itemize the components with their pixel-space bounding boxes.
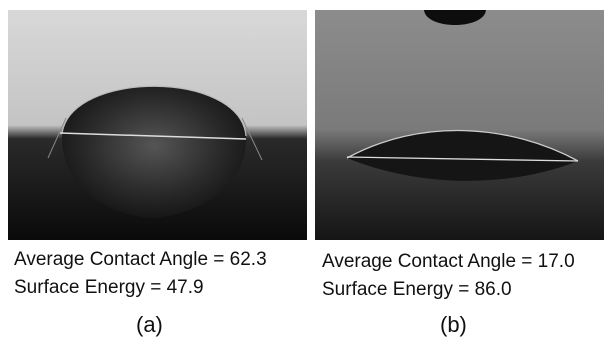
- photos: [0, 0, 610, 245]
- photo-b: [315, 10, 604, 240]
- photo-a: [8, 10, 307, 240]
- panel-label-b: (b): [440, 312, 467, 338]
- surface-energy-b: Surface Energy = 86.0: [322, 277, 512, 303]
- contact-angle-a: Average Contact Angle = 62.3: [14, 247, 267, 273]
- contact-angle-b: Average Contact Angle = 17.0: [322, 249, 575, 275]
- surface-energy-a: Surface Energy = 47.9: [14, 275, 204, 301]
- panel-label-a: (a): [136, 312, 163, 338]
- figure: Average Contact Angle = 62.3 Surface Ene…: [0, 0, 610, 347]
